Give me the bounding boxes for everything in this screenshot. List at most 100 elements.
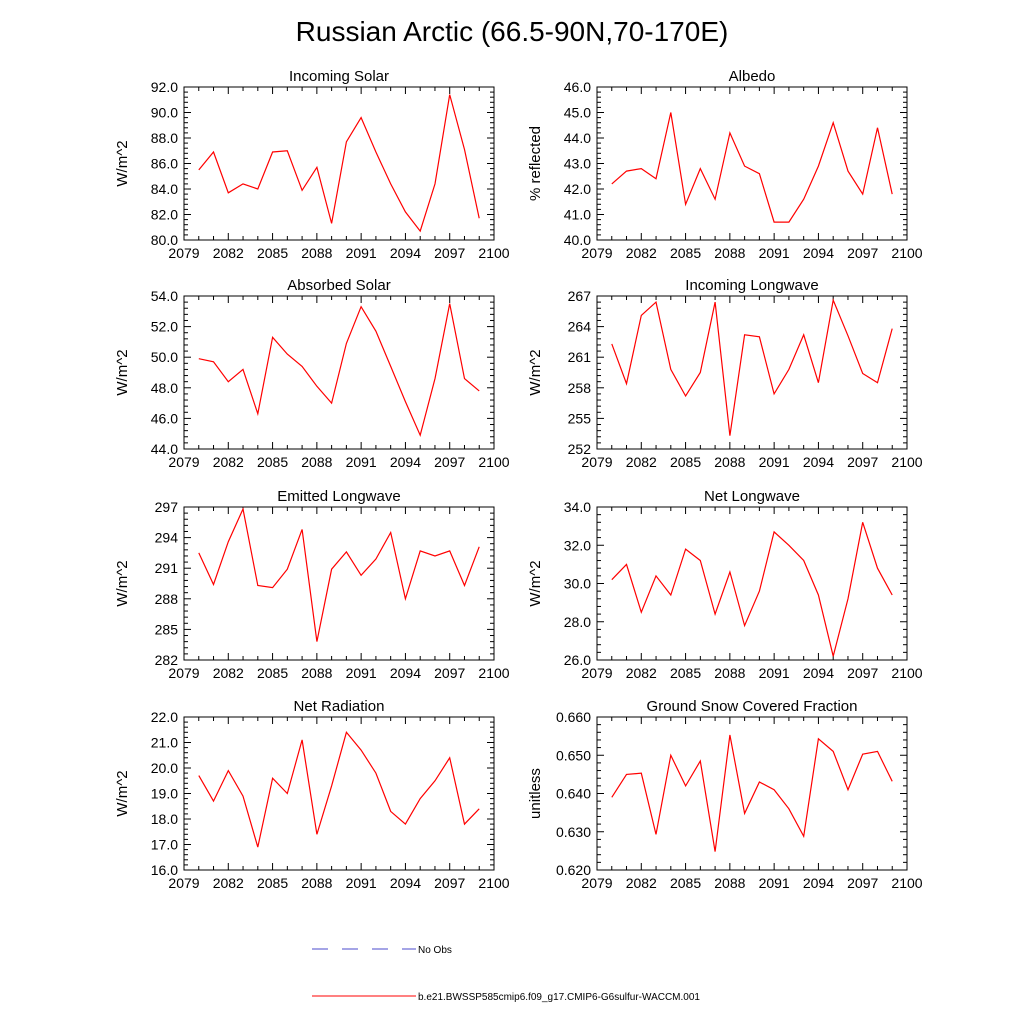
figure-title: Russian Arctic (66.5-90N,70-170E) <box>296 16 729 47</box>
y-tick-label: 26.0 <box>564 652 591 668</box>
y-tick-label: 28.0 <box>564 614 591 630</box>
y-tick-label: 258 <box>568 380 592 396</box>
x-tick-label: 2079 <box>168 454 199 470</box>
x-tick-label: 2085 <box>257 875 288 891</box>
y-axis-label: unitless <box>527 768 544 819</box>
y-tick-label: 18.0 <box>151 811 178 827</box>
x-tick-label: 2091 <box>346 875 377 891</box>
x-tick-label: 2097 <box>434 875 465 891</box>
y-tick-label: 54.0 <box>151 288 178 304</box>
x-tick-label: 2088 <box>714 875 745 891</box>
series-line <box>611 522 893 657</box>
x-tick-label: 2097 <box>847 665 878 681</box>
y-tick-label: 41.0 <box>564 207 591 223</box>
y-tick-label: 82.0 <box>151 207 178 223</box>
series-line <box>198 303 480 438</box>
panel-5: Net Longwave W/m^2 2079 2082 2085 2088 2091 209… <box>527 488 923 681</box>
plot-frame <box>183 506 495 661</box>
y-tick-label: 17.0 <box>151 837 178 853</box>
y-tick-label: 297 <box>155 499 179 515</box>
panel-0: Incoming Solar W/m^2 2079 2082 2085 2088 2091 2… <box>114 68 510 261</box>
panel-title: Albedo <box>729 68 776 85</box>
y-tick-label: 50.0 <box>151 349 178 365</box>
y-tick-label: 22.0 <box>151 709 178 725</box>
y-axis-label: W/m^2 <box>114 560 131 606</box>
y-tick-label: 90.0 <box>151 105 178 121</box>
series-line <box>611 297 893 436</box>
x-tick-label: 2082 <box>213 875 244 891</box>
y-tick-label: 80.0 <box>151 232 178 248</box>
panel-title: Ground Snow Covered Fraction <box>647 698 858 715</box>
x-tick-label: 2085 <box>257 665 288 681</box>
y-axis-label: W/m^2 <box>527 349 544 395</box>
panel-7: Ground Snow Covered Fraction unitless 2079… <box>527 698 923 891</box>
legend-obs-label: No Obs <box>418 945 452 956</box>
x-tick-label: 2094 <box>390 665 421 681</box>
series-line <box>198 731 480 848</box>
plot-frame <box>596 506 908 661</box>
y-tick-label: 0.640 <box>556 786 591 802</box>
panel-title: Net Longwave <box>704 488 800 505</box>
x-tick-label: 2088 <box>714 245 745 261</box>
y-tick-label: 282 <box>155 652 179 668</box>
x-tick-label: 2088 <box>301 875 332 891</box>
x-tick-label: 2091 <box>346 245 377 261</box>
panel-title: Absorbed Solar <box>287 277 390 294</box>
x-tick-label: 2100 <box>891 245 922 261</box>
x-tick-label: 2097 <box>434 665 465 681</box>
y-axis-label: W/m^2 <box>114 349 131 395</box>
panel-title: Incoming Solar <box>289 68 389 85</box>
y-axis-label: W/m^2 <box>114 140 131 186</box>
y-tick-label: 0.630 <box>556 824 591 840</box>
y-tick-label: 252 <box>568 441 592 457</box>
x-tick-label: 2091 <box>346 454 377 470</box>
y-tick-label: 264 <box>568 319 592 335</box>
x-tick-label: 2097 <box>847 245 878 261</box>
y-tick-label: 16.0 <box>151 862 178 878</box>
y-tick-label: 46.0 <box>564 79 591 95</box>
x-tick-label: 2091 <box>759 875 790 891</box>
y-tick-label: 285 <box>155 621 179 637</box>
y-tick-label: 48.0 <box>151 380 178 396</box>
y-tick-label: 44.0 <box>151 441 178 457</box>
x-tick-label: 2085 <box>670 875 701 891</box>
x-tick-label: 2079 <box>581 665 612 681</box>
x-tick-label: 2100 <box>478 665 509 681</box>
x-tick-label: 2091 <box>759 245 790 261</box>
panel-title: Incoming Longwave <box>685 277 818 294</box>
x-tick-label: 2088 <box>301 665 332 681</box>
y-tick-label: 261 <box>568 349 592 365</box>
x-tick-label: 2082 <box>213 454 244 470</box>
x-tick-label: 2097 <box>847 875 878 891</box>
panel-3: Incoming Longwave W/m^2 2079 2082 2085 2088 20… <box>527 277 923 470</box>
y-tick-label: 30.0 <box>564 576 591 592</box>
x-tick-label: 2079 <box>168 665 199 681</box>
y-tick-label: 0.650 <box>556 747 591 763</box>
x-tick-label: 2079 <box>581 454 612 470</box>
plot-frame <box>596 716 908 871</box>
x-tick-label: 2082 <box>626 245 657 261</box>
x-tick-label: 2079 <box>581 245 612 261</box>
x-tick-label: 2100 <box>891 875 922 891</box>
x-tick-label: 2097 <box>434 454 465 470</box>
x-tick-label: 2094 <box>390 245 421 261</box>
x-tick-label: 2082 <box>626 665 657 681</box>
y-tick-label: 34.0 <box>564 499 591 515</box>
plot-frame <box>596 86 908 241</box>
x-tick-label: 2088 <box>714 454 745 470</box>
x-tick-label: 2082 <box>626 454 657 470</box>
x-tick-label: 2085 <box>670 665 701 681</box>
y-tick-label: 43.0 <box>564 156 591 172</box>
panel-6: Net Radiation W/m^2 2079 2082 2085 2088 2091 20… <box>114 698 510 891</box>
y-axis-label: W/m^2 <box>527 560 544 606</box>
y-tick-label: 0.620 <box>556 862 591 878</box>
x-tick-label: 2100 <box>478 875 509 891</box>
panel-title: Emitted Longwave <box>277 488 400 505</box>
series-line <box>611 734 893 852</box>
panel-1: Albedo % reflected 2079 2082 2085 2088 2091 209… <box>527 68 923 261</box>
legend: No Obs b.e21.BWSSP585cmip6.f09_g17.CMIP6… <box>312 945 700 1003</box>
x-tick-label: 2088 <box>301 454 332 470</box>
y-tick-label: 92.0 <box>151 79 178 95</box>
y-tick-label: 40.0 <box>564 232 591 248</box>
x-tick-label: 2088 <box>714 665 745 681</box>
